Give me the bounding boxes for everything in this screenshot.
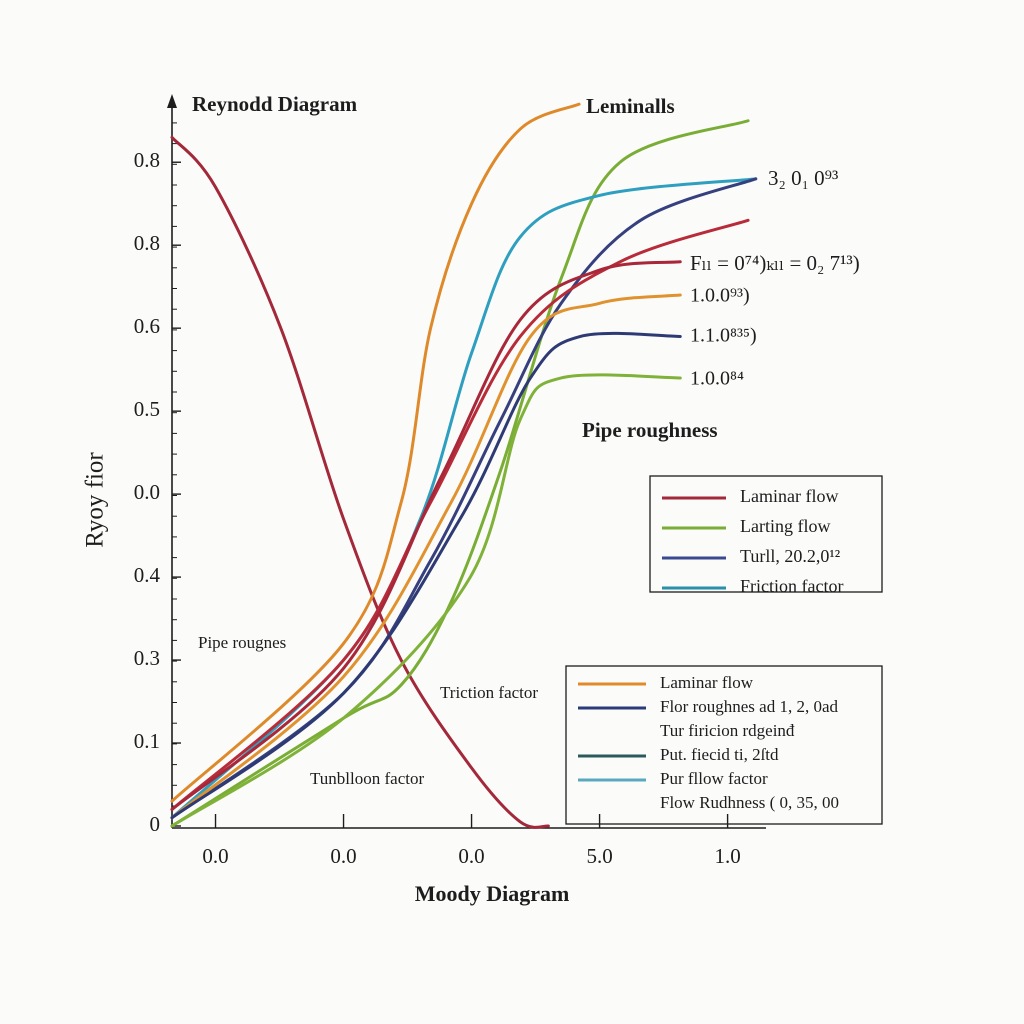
legend-label: Turll, 20.2,0¹²	[740, 546, 840, 566]
annotation: 1.0.0⁹³)	[690, 285, 750, 307]
chart-title: Reynodd Diagram	[192, 92, 358, 116]
legend-label: Flow Rudhness ( 0, 35, 00	[660, 793, 839, 812]
y-tick-label: 0.5	[134, 397, 160, 421]
annotation: Fₗₗ = 0⁷⁴)ₖₗₗ = 0₂ 7¹³)	[690, 251, 860, 275]
y-axis-arrow	[167, 94, 177, 108]
legend-label: Flor roughnes ad 1, 2, 0ad	[660, 697, 839, 716]
x-tick-label: 0.0	[330, 844, 356, 868]
x-tick-label: 0.0	[458, 844, 484, 868]
annotation: Pipe roughness	[582, 418, 718, 442]
legend-box	[649, 475, 883, 593]
y-tick-label: 0.8	[134, 231, 160, 255]
line-series	[170, 373, 682, 828]
annotation: Tunblloon factor	[310, 769, 424, 788]
y-tick-label: 0.1	[134, 729, 160, 753]
legend-label: Laminar flow	[740, 486, 838, 506]
y-tick-label: 0	[150, 812, 161, 836]
legend-label: Friction factor	[740, 576, 843, 596]
annotation: 1.1.0⁸³⁵)	[690, 325, 757, 347]
line-series	[170, 102, 581, 803]
annotation: Leminalls	[586, 94, 675, 118]
x-axis-label: Moody Diagram	[415, 881, 570, 906]
y-axis-label: Ryoy fior	[82, 452, 109, 548]
line-series	[170, 331, 682, 820]
legend-label: Laminar flow	[660, 673, 754, 692]
line-series	[170, 293, 682, 820]
y-tick-label: 0.3	[134, 646, 160, 670]
legend-box	[565, 665, 883, 825]
x-tick-label: 0.0	[202, 844, 228, 868]
y-tick-label: 0.6	[134, 314, 160, 338]
legend-label: Pur fllow factor	[660, 769, 768, 788]
legend-label: Put. fiecid ti, 2ſtd	[660, 745, 779, 764]
y-tick-label: 0.4	[134, 563, 161, 587]
line-series	[170, 135, 550, 829]
legend-label: Larting flow	[740, 516, 830, 536]
x-tick-label: 5.0	[586, 844, 612, 868]
annotation: Triction factor	[440, 683, 538, 702]
x-tick-label: 1.0	[714, 844, 740, 868]
legend-label: Tur firicion rdgeinđ	[660, 721, 795, 740]
annotation: 1.0.0⁸⁴	[690, 368, 744, 390]
y-tick-label: 0.0	[134, 480, 160, 504]
line-series	[170, 218, 750, 811]
y-tick-label: 0.8	[134, 148, 160, 172]
annotation: 3₂ 0₁ 0⁹³	[768, 166, 838, 190]
line-series	[170, 260, 682, 811]
annotation: Pipe rougnes	[198, 633, 286, 652]
